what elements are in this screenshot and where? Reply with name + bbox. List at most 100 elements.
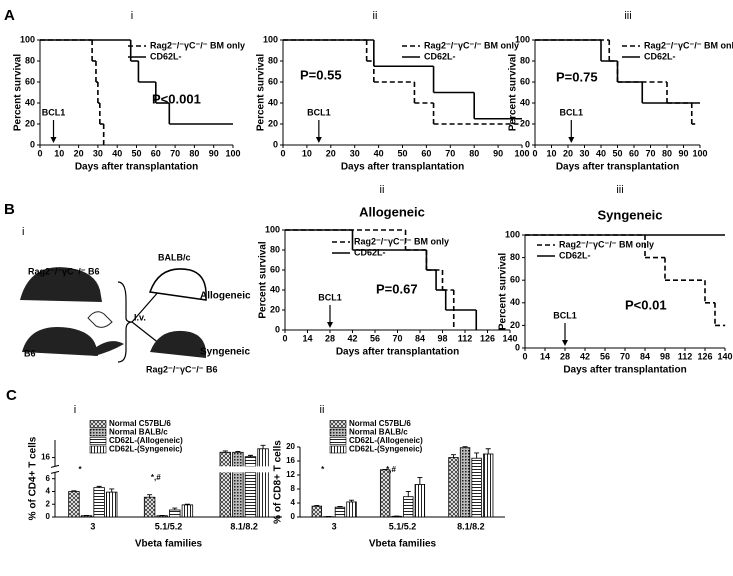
y-tick-label: 0 — [273, 139, 278, 149]
p-value: P<0.001 — [152, 91, 201, 106]
x-tick-label: 42 — [580, 351, 590, 361]
legend-swatch — [89, 437, 107, 445]
legend-label: CD62L- — [424, 51, 456, 61]
legend-label: CD62L-(Syngeneic) — [109, 445, 183, 454]
x-tick-label: 70 — [645, 148, 655, 158]
x-tick-label: 40 — [596, 148, 606, 158]
legend-swatch — [89, 445, 107, 454]
error-bar — [462, 446, 468, 448]
panel-label: iii — [624, 10, 631, 22]
panel-label: ii — [373, 10, 378, 22]
mouse — [20, 267, 102, 302]
y-tick-label: 4 — [291, 498, 296, 507]
y-axis-label: Percent survival — [256, 54, 267, 131]
legend-label: Rag2⁻/⁻γC⁻/⁻ BM only — [644, 40, 733, 50]
y-tick-label: 100 — [265, 224, 280, 234]
legend-label: Normal C57BL/6 — [349, 419, 411, 428]
x-tick-label: 60 — [629, 148, 639, 158]
y-tick-label: 100 — [505, 229, 520, 239]
panel-letter: C — [6, 387, 17, 404]
x-tick-label: 28 — [325, 333, 335, 343]
y-tick-label: 0 — [525, 139, 530, 149]
x-tick-label: 70 — [392, 333, 402, 343]
error-bar — [96, 485, 102, 488]
y-tick-label: 20 — [510, 320, 520, 330]
y-axis-label: Percent survival — [498, 253, 509, 330]
mouse — [148, 268, 207, 301]
error-bar — [172, 507, 178, 510]
x-tick-label: 0 — [532, 148, 537, 158]
arrow — [131, 289, 161, 323]
y-tick-label: 6 — [46, 474, 51, 483]
y-tick-label: 20 — [25, 118, 35, 128]
panel-label: i — [131, 10, 133, 22]
y-tick-label: 80 — [25, 55, 35, 65]
panel-label: ii — [320, 404, 325, 416]
x-tick-label: 0 — [522, 351, 527, 361]
y-tick-label: 40 — [268, 97, 278, 107]
bar — [403, 496, 414, 518]
x-tick-label: 90 — [493, 148, 503, 158]
bar — [448, 457, 459, 518]
y-tick-label: 40 — [270, 284, 280, 294]
y-tick-label: 0 — [46, 512, 51, 521]
error-bar — [71, 490, 77, 492]
y-tick-label: 60 — [268, 76, 278, 86]
bar — [482, 453, 494, 518]
y-tick-label: 0 — [515, 342, 520, 352]
legend-swatch — [329, 445, 347, 454]
x-tick-label: 70 — [170, 148, 180, 158]
y-tick-label: 20 — [520, 118, 530, 128]
significance: *,# — [151, 473, 161, 482]
bar — [379, 469, 391, 518]
bar — [471, 457, 482, 518]
x-tick-label: 84 — [640, 351, 650, 361]
bar — [181, 504, 194, 518]
legend-label: Rag2⁻/⁻γC⁻/⁻ BM only — [354, 236, 449, 246]
x-tick-label: 98 — [660, 351, 670, 361]
x-tick-label: 28 — [560, 351, 570, 361]
x-tick-label: 10 — [54, 148, 64, 158]
significance: *,# — [386, 465, 396, 474]
x-tick-label: 60 — [421, 148, 431, 158]
y-tick-label: 12 — [286, 470, 295, 479]
bar — [93, 487, 105, 518]
y-tick-label: 80 — [520, 55, 530, 65]
arrow-head — [50, 137, 57, 143]
arrow-head — [568, 137, 575, 143]
error-bar — [417, 477, 423, 485]
x-tick-label: 50 — [612, 148, 622, 158]
y-axis-label: % of CD8+ T cells — [273, 440, 284, 524]
x-tick-label: 0 — [280, 148, 285, 158]
x-tick-label: 60 — [151, 148, 161, 158]
y-tick-label: 40 — [510, 297, 520, 307]
y-tick-label: 20 — [270, 304, 280, 314]
bar — [219, 451, 231, 518]
error-bar — [235, 450, 241, 453]
y-tick-label: 40 — [25, 97, 35, 107]
arrow-head — [315, 137, 322, 143]
error-bar — [247, 454, 253, 457]
diagram-label: B6 — [24, 348, 36, 358]
legend-label: CD62L- — [559, 250, 591, 260]
error-bar — [474, 452, 480, 459]
legend-swatch — [89, 420, 107, 428]
error-bar — [109, 488, 115, 493]
legend-label: CD62L-(Allogeneic) — [349, 436, 423, 445]
x-axis-label: Days after transplantation — [556, 162, 679, 173]
error-bar — [147, 494, 153, 498]
error-bar — [337, 506, 343, 508]
diagram-label: Syngeneic — [200, 347, 250, 358]
y-tick-label: 20 — [268, 118, 278, 128]
x-tick-label: 80 — [469, 148, 479, 158]
x-tick-label: 140 — [717, 351, 732, 361]
y-axis-label: Percent survival — [13, 54, 24, 131]
arrow-label: BCL1 — [318, 292, 342, 302]
x-tick-label: 30 — [350, 148, 360, 158]
x-tick-label: 20 — [326, 148, 336, 158]
mouse — [150, 330, 206, 358]
x-tick-label: 0 — [37, 148, 42, 158]
p-value: P=0.67 — [376, 281, 418, 296]
x-tick-label: 14 — [540, 351, 550, 361]
x-tick-label: 70 — [620, 351, 630, 361]
